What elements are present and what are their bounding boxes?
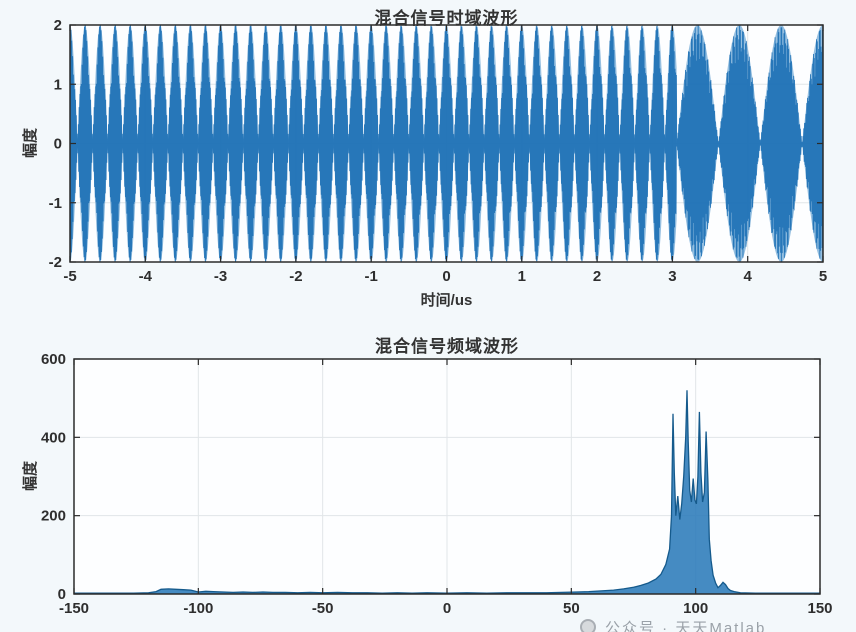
svg-text:150: 150: [807, 600, 832, 617]
svg-text:0: 0: [442, 268, 450, 285]
svg-text:-5: -5: [63, 268, 76, 285]
frequency-plot-title: 混合信号频域波形: [375, 337, 519, 356]
svg-text:400: 400: [41, 429, 66, 446]
time-domain-plot: -5 -4 -3 -2 -1 0 1 2 3 4 5 -2 -1 0 1 2: [49, 17, 828, 285]
svg-text:4: 4: [744, 268, 753, 285]
watermark-text: 公众号 · 天天Matlab: [605, 619, 767, 632]
svg-text:-100: -100: [183, 600, 213, 617]
frequency-domain-plot: -150 -100 -50 0 50 100 150 0 200 400 600: [41, 351, 833, 617]
svg-text:0: 0: [443, 600, 451, 617]
frequency-plot-ylabel: 幅度: [22, 461, 39, 492]
svg-text:-2: -2: [289, 268, 302, 285]
svg-text:100: 100: [683, 600, 708, 617]
svg-text:600: 600: [41, 351, 66, 368]
svg-text:5: 5: [819, 268, 827, 285]
time-plot-xlabel: 时间/us: [420, 292, 473, 309]
svg-text:-50: -50: [312, 600, 334, 617]
svg-text:-1: -1: [365, 268, 378, 285]
svg-text:1: 1: [54, 76, 62, 93]
svg-text:-150: -150: [59, 600, 89, 617]
svg-text:3: 3: [668, 268, 676, 285]
svg-text:200: 200: [41, 508, 66, 525]
svg-text:0: 0: [58, 586, 66, 603]
svg-text:1: 1: [518, 268, 526, 285]
svg-text:-2: -2: [49, 254, 62, 271]
svg-text:2: 2: [593, 268, 601, 285]
time-plot-title: 混合信号时域波形: [374, 9, 519, 28]
svg-text:50: 50: [563, 600, 580, 617]
svg-text:-4: -4: [139, 268, 153, 285]
circle-logo-icon: [580, 619, 596, 632]
svg-text:-3: -3: [214, 268, 227, 285]
svg-text:0: 0: [54, 136, 62, 153]
watermark: 公众号 · 天天Matlab: [580, 615, 766, 632]
svg-text:2: 2: [54, 17, 62, 34]
time-plot-ylabel: 幅度: [22, 128, 39, 159]
svg-text:-1: -1: [49, 195, 62, 212]
